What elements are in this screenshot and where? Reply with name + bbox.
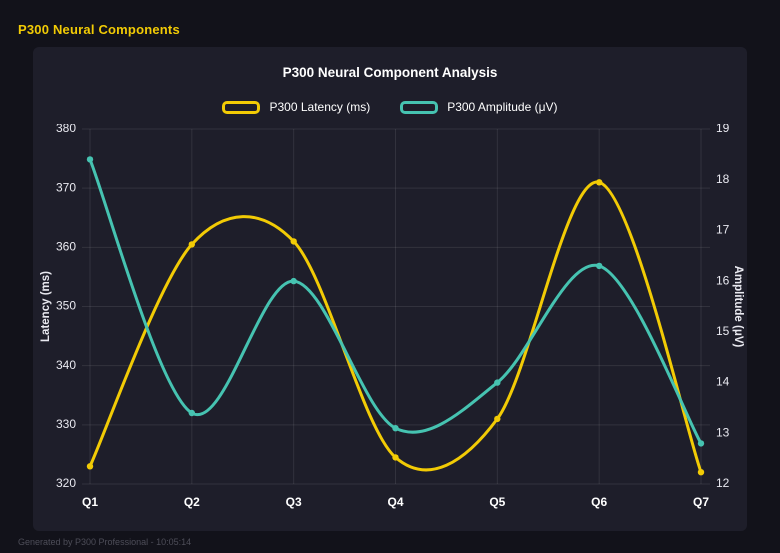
data-point-latency[interactable] (86, 463, 94, 470)
data-point-amplitude[interactable] (188, 409, 195, 417)
x-axis-tick-label: Q4 (387, 495, 403, 509)
data-point-latency[interactable] (596, 179, 603, 186)
left-axis-tick-label: 370 (56, 180, 76, 194)
data-point-latency[interactable] (290, 238, 297, 245)
chart-legend: P300 Latency (ms) P300 Amplitude (μV) (33, 96, 747, 118)
data-point-amplitude[interactable] (392, 425, 399, 432)
legend-marker-icon (222, 100, 261, 114)
left-axis-tick-label: 380 (56, 124, 76, 135)
left-axis-tick-label: 350 (56, 299, 76, 313)
legend-marker-icon (400, 100, 439, 114)
right-axis-tick-label: 18 (716, 172, 730, 186)
data-point-amplitude[interactable] (697, 440, 705, 447)
data-point-amplitude[interactable] (290, 277, 297, 285)
left-axis-tick-label: 330 (56, 417, 76, 431)
data-point-amplitude[interactable] (596, 262, 603, 270)
x-axis-tick-label: Q6 (591, 495, 607, 509)
right-axis-tick-label: 16 (716, 273, 730, 287)
right-axis-tick-label: 17 (716, 223, 730, 237)
data-point-latency[interactable] (392, 454, 399, 461)
generated-footer: Generated by P300 Professional - 10:05:1… (18, 537, 192, 547)
legend-label: P300 Latency (ms) (269, 100, 371, 114)
data-point-amplitude[interactable] (494, 379, 501, 386)
left-axis-tick-label: 320 (56, 476, 76, 490)
data-point-latency[interactable] (494, 415, 501, 423)
chart-card: P300 Neural Component Analysis P300 Late… (33, 47, 747, 531)
x-axis-tick-label: Q1 (82, 495, 98, 509)
legend-item-latency[interactable]: P300 Latency (ms) (222, 100, 370, 114)
x-axis-tick-label: Q7 (693, 495, 709, 509)
legend-item-amplitude[interactable]: P300 Amplitude (μV) (400, 100, 558, 114)
data-point-amplitude[interactable] (86, 156, 94, 163)
x-axis-tick-label: Q5 (489, 495, 505, 509)
right-axis-title: Amplitude (μV) (732, 266, 744, 348)
right-axis-tick-label: 19 (716, 124, 730, 135)
left-axis-title: Latency (ms) (40, 271, 52, 342)
left-axis-tick-label: 340 (56, 358, 76, 372)
right-axis-tick-label: 14 (716, 375, 730, 389)
right-axis-tick-label: 12 (716, 476, 730, 490)
right-axis-tick-label: 15 (716, 324, 730, 338)
page-title: P300 Neural Components (18, 22, 180, 37)
x-axis-tick-label: Q2 (184, 495, 200, 509)
legend-label: P300 Amplitude (μV) (447, 100, 558, 114)
data-point-latency[interactable] (188, 241, 195, 248)
x-axis-tick-label: Q3 (286, 495, 302, 509)
right-axis-tick-label: 13 (716, 425, 730, 439)
data-point-latency[interactable] (697, 469, 705, 476)
chart-title: P300 Neural Component Analysis (282, 65, 498, 80)
chart-canvas: 320 330 340 350 360 370 380 12 13 14 15 16 17 18 19 Q1 Q… (40, 124, 744, 509)
left-axis-tick-label: 360 (56, 240, 76, 254)
